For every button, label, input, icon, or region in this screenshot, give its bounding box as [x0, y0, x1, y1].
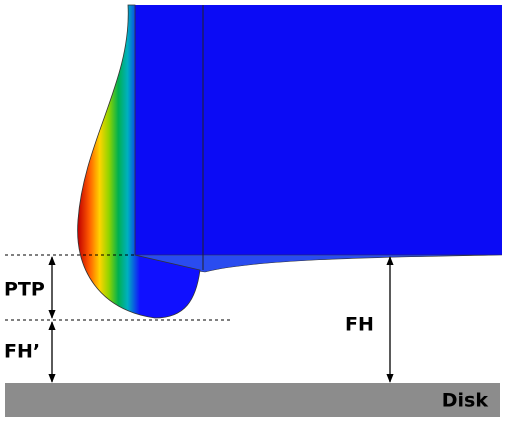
disk-label: Disk	[442, 390, 489, 412]
fh-label: FH	[345, 314, 374, 336]
disk	[5, 383, 500, 417]
ptp-label: PTP	[4, 279, 45, 301]
diagram: Disk PTP FH’ FH	[0, 0, 512, 421]
fh-prime-label: FH’	[4, 341, 40, 363]
slider-body	[135, 5, 502, 255]
